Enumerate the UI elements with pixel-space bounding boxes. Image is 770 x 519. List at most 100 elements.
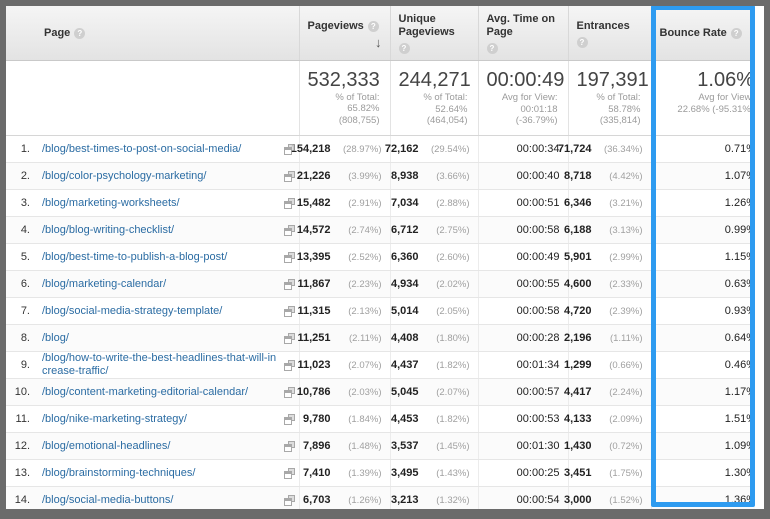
page-path-link[interactable]: /blog/brainstorming-techniques/ — [42, 466, 196, 479]
page-path-link[interactable]: /blog/content-marketing-editorial-calend… — [42, 385, 249, 398]
help-icon[interactable]: ? — [74, 28, 86, 39]
page-cell: /blog/social-media-buttons/ — [36, 486, 300, 509]
entrances-percent: (4.42%) — [609, 171, 643, 182]
open-in-new-window-icon[interactable] — [283, 224, 295, 236]
column-header-entrances-label: Entrances — [576, 19, 630, 32]
help-icon[interactable]: ? — [730, 28, 742, 39]
bounce-rate-value: 1.09% — [724, 440, 756, 452]
open-in-new-window-icon[interactable] — [283, 197, 295, 209]
page-cell: /blog/best-times-to-post-on-social-media… — [36, 135, 300, 163]
avg-time-on-page-value: 00:00:58 — [516, 305, 560, 317]
page-cell: /blog/best-time-to-publish-a-blog-post/ — [36, 243, 300, 271]
unique-pageviews-percent: (1.32%) — [436, 495, 470, 506]
page-path-link[interactable]: /blog/emotional-headlines/ — [42, 439, 171, 452]
summary-avg-time-on-page-sub2: 00:01:18 (-36.79%) — [515, 104, 558, 126]
pageviews-cell: 11,867 (2.23%) — [297, 270, 391, 298]
avg-time-on-page-cell: 00:00:34 — [478, 135, 569, 163]
bounce-rate-value: 0.93% — [724, 305, 756, 317]
page-path-link[interactable]: /blog/color-psychology-marketing/ — [42, 169, 207, 182]
help-icon[interactable]: ? — [367, 20, 379, 32]
column-header-unique-pageviews[interactable]: Unique Pageviews ? — [390, 6, 479, 61]
pageviews-value: 11,251 — [297, 332, 331, 344]
entrances-cell: 4,417 (2.24%) — [564, 378, 652, 406]
avg-time-on-page-cell: 00:00:58 — [478, 216, 569, 244]
bounce-rate-value: 1.15% — [724, 251, 756, 263]
open-in-new-window-icon[interactable] — [283, 170, 295, 182]
column-header-page[interactable]: Page ? — [36, 6, 300, 61]
unique-pageviews-percent: (2.60%) — [436, 252, 470, 263]
page-path-link[interactable]: /blog/ — [42, 331, 69, 344]
table-row: 1. /blog/best-times-to-post-on-social-med… — [6, 135, 764, 163]
unique-pageviews-cell: 7,034 (2.88%) — [390, 189, 479, 217]
pageviews-percent: (2.23%) — [348, 279, 382, 290]
open-in-new-window-icon[interactable] — [283, 386, 295, 398]
entrances-value: 71,724 — [557, 143, 592, 155]
help-icon[interactable]: ? — [576, 36, 588, 48]
summary-entrances-sub1: % of Total: — [596, 92, 641, 103]
entrances-value: 6,188 — [563, 224, 592, 236]
row-index: 11. — [6, 405, 36, 433]
arrow-down-icon[interactable]: ↓ — [375, 34, 382, 50]
avg-time-on-page-cell: 00:00:55 — [478, 270, 569, 298]
page-path-link[interactable]: /blog/marketing-worksheets/ — [42, 196, 180, 209]
entrances-cell: 2,196 (1.11%) — [564, 324, 652, 352]
help-icon[interactable]: ? — [486, 43, 498, 54]
unique-pageviews-cell: 5,014 (2.05%) — [390, 297, 479, 325]
pageviews-value: 9,780 — [302, 413, 331, 425]
bounce-rate-value: 0.71% — [724, 143, 756, 155]
entrances-percent: (2.39%) — [609, 306, 643, 317]
open-in-new-window-icon[interactable] — [283, 359, 295, 371]
summary-avg-time-on-page-value: 00:00:49 — [486, 69, 565, 91]
open-in-new-window-icon[interactable] — [283, 413, 295, 425]
pageviews-cell: 14,572 (2.74%) — [297, 216, 391, 244]
pageviews-cell: 9,780 (1.84%) — [299, 405, 391, 433]
pageviews-percent: (2.74%) — [348, 225, 382, 236]
open-in-new-window-icon[interactable] — [283, 332, 295, 344]
bounce-rate-cell: 0.71% — [651, 135, 764, 163]
table-row: 7. /blog/social-media-strategy-template/1… — [6, 297, 764, 325]
page-path-link[interactable]: /blog/blog-writing-checklist/ — [42, 223, 175, 236]
avg-time-on-page-value: 00:01:30 — [516, 440, 560, 452]
open-in-new-window-icon[interactable] — [283, 251, 295, 263]
row-index: 14. — [6, 486, 36, 509]
entrances-cell: 1,299 (0.66%) — [564, 351, 652, 379]
open-in-new-window-icon[interactable] — [283, 278, 295, 290]
avg-time-on-page-value: 00:00:53 — [516, 413, 560, 425]
page-path-link[interactable]: /blog/how-to-write-the-best-headlines-th… — [42, 352, 277, 377]
open-in-new-window-icon[interactable] — [283, 494, 295, 506]
summary-entrances-value: 197,391 — [576, 69, 649, 91]
summary-bounce-rate-cell: 1.06% Avg for View: 22.68% (-95.31%) — [651, 60, 764, 136]
pageviews-cell: 7,410 (1.39%) — [299, 459, 391, 487]
avg-time-on-page-cell: 00:00:49 — [478, 243, 569, 271]
open-in-new-window-icon[interactable] — [283, 467, 295, 479]
column-header-avg-time-on-page[interactable]: Avg. Time on Page ? — [478, 6, 569, 61]
page-cell: /blog/content-marketing-editorial-calend… — [36, 378, 300, 406]
page-path-link[interactable]: /blog/social-media-buttons/ — [42, 493, 174, 506]
help-icon[interactable]: ? — [398, 43, 410, 54]
page-path-link[interactable]: /blog/marketing-calendar/ — [42, 277, 167, 290]
pageviews-cell: 7,896 (1.48%) — [299, 432, 391, 460]
open-in-new-window-icon[interactable] — [283, 440, 295, 452]
page-path-link[interactable]: /blog/best-times-to-post-on-social-media… — [42, 142, 242, 155]
avg-time-on-page-cell: 00:00:25 — [478, 459, 569, 487]
page-path-link[interactable]: /blog/best-time-to-publish-a-blog-post/ — [42, 250, 228, 263]
unique-pageviews-percent: (3.66%) — [436, 171, 470, 182]
entrances-value: 3,451 — [563, 467, 592, 479]
unique-pageviews-cell: 6,712 (2.75%) — [390, 216, 479, 244]
avg-time-on-page-cell: 00:01:34 — [478, 351, 569, 379]
entrances-percent: (0.66%) — [609, 360, 643, 371]
column-header-bounce-rate[interactable]: Bounce Rate ? — [651, 6, 764, 61]
pageviews-percent: (2.13%) — [348, 306, 382, 317]
summary-row: 532,333 % of Total: 65.82% (808,755) 244… — [6, 60, 764, 136]
column-header-entrances[interactable]: Entrances ? — [568, 6, 652, 61]
unique-pageviews-value: 4,437 — [390, 359, 419, 371]
entrances-value: 1,299 — [563, 359, 592, 371]
row-index: 12. — [6, 432, 36, 460]
column-header-pageviews[interactable]: Pageviews ? ↓ — [299, 6, 391, 61]
open-in-new-window-icon[interactable] — [283, 143, 295, 155]
page-path-link[interactable]: /blog/social-media-strategy-template/ — [42, 304, 223, 317]
entrances-cell: 3,000 (1.52%) — [564, 486, 652, 509]
row-index: 8. — [6, 324, 36, 352]
page-path-link[interactable]: /blog/nike-marketing-strategy/ — [42, 412, 187, 425]
open-in-new-window-icon[interactable] — [283, 305, 295, 317]
